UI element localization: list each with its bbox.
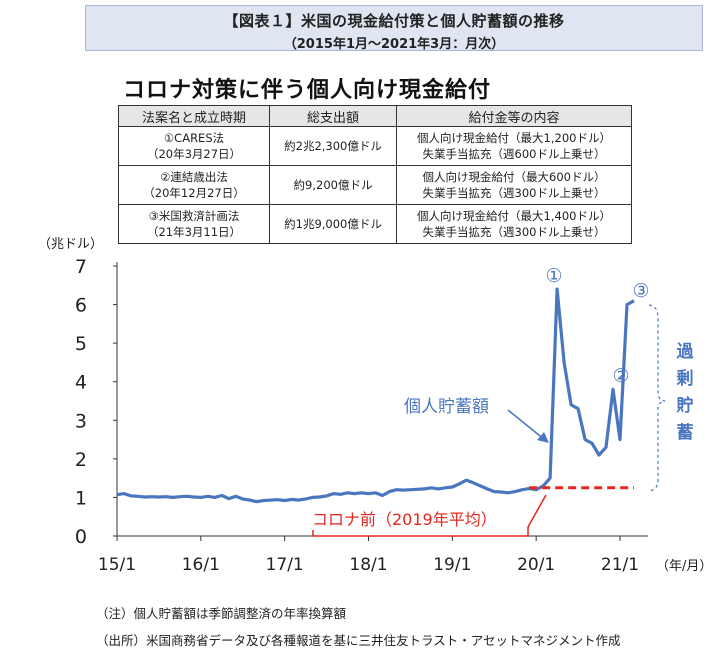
excess-savings-brace xyxy=(648,304,666,492)
law-cell: ②連結歳出法 （20年12月27日） xyxy=(118,165,270,205)
column-header: 法案名と成立時期 xyxy=(118,105,270,127)
brace-label-char: 貯 xyxy=(677,395,694,416)
y-tick-label: 7 xyxy=(75,256,87,278)
footnote-note: （注）個人貯蓄額は季節調整済の年率換算額 xyxy=(96,606,347,621)
reference-label: コロナ前（2019年平均） xyxy=(312,510,497,529)
detail-line: 個人向け現金給付（最大1,200ドル） xyxy=(417,131,611,145)
brace-label-char: 蓄 xyxy=(677,422,694,443)
y-tick-label: 3 xyxy=(75,410,87,432)
y-axis-label: （兆ドル） xyxy=(38,237,103,252)
x-tick-label: 17/1 xyxy=(266,555,304,575)
reference-label-bracket xyxy=(312,527,529,537)
series-label: 個人貯蓄額 xyxy=(404,397,489,417)
law-date: （20年3月27日） xyxy=(146,147,242,161)
table-header-row: 法案名と成立時期 総支出額 給付金等の内容 xyxy=(118,105,632,127)
x-tick-label: 21/1 xyxy=(601,555,639,575)
detail-cell: 個人向け現金給付（最大1,400ドル） 失業手当拡充（週300ドル上乗せ） xyxy=(396,204,632,244)
y-tick-label: 5 xyxy=(75,333,87,355)
table-row: ①CARES法 （20年3月27日） 約2兆2,300億ドル 個人向け現金給付（最… xyxy=(118,126,632,166)
law-name: ③米国救済計画法 xyxy=(148,209,240,223)
measures-table: 法案名と成立時期 総支出額 給付金等の内容 ①CARES法 （20年3月27日） … xyxy=(118,105,632,244)
detail-line: 個人向け現金給付（最大1,400ドル） xyxy=(417,209,611,223)
law-cell: ③米国救済計画法 （21年3月11日） xyxy=(118,204,270,244)
detail-cell: 個人向け現金給付（最大600ドル） 失業手当拡充（週300ドル上乗せ） xyxy=(396,165,632,205)
measures-heading: コロナ対策に伴う個人向け現金給付 xyxy=(123,78,492,103)
marker-label: ③ xyxy=(632,280,649,302)
x-tick-label: 15/1 xyxy=(98,555,136,575)
detail-line: 失業手当拡充（週300ドル上乗せ） xyxy=(422,225,606,239)
y-tick-label: 1 xyxy=(75,487,87,509)
footnote-source: （出所）米国商務省データ及び各種報道を基に三井住友トラスト・アセットマネジメント… xyxy=(96,633,621,648)
x-tick-label: 16/1 xyxy=(182,555,220,575)
series-label-arrow-head xyxy=(537,432,549,443)
amount-cell: 約1兆9,000億ドル xyxy=(269,204,397,244)
y-tick-label: 0 xyxy=(75,526,87,548)
table-row: ②連結歳出法 （20年12月27日） 約9,200億ドル 個人向け現金給付（最大6… xyxy=(118,165,632,205)
y-tick-label: 6 xyxy=(75,295,87,317)
series-label-arrow-line xyxy=(507,409,546,441)
column-header: 給付金等の内容 xyxy=(396,105,632,127)
chart-subtitle: （2015年1月～2021年3月：月次） xyxy=(283,37,505,52)
x-tick-label: 20/1 xyxy=(517,555,555,575)
series-line-savings xyxy=(116,287,635,504)
x-axis-label: （年/月） xyxy=(656,559,712,574)
detail-cell: 個人向け現金給付（最大1,200ドル） 失業手当拡充（週600ドル上乗せ） xyxy=(396,126,632,166)
marker-label: ① xyxy=(545,265,562,287)
detail-line: 個人向け現金給付（最大600ドル） xyxy=(422,170,606,184)
law-date: （21年3月11日） xyxy=(146,225,242,239)
table-row: ③米国救済計画法 （21年3月11日） 約1兆9,000億ドル 個人向け現金給付（… xyxy=(118,204,632,244)
law-date: （20年12月27日） xyxy=(143,186,245,200)
law-name: ①CARES法 xyxy=(163,131,225,145)
brace-label-char: 剰 xyxy=(676,369,694,389)
law-name: ②連結歳出法 xyxy=(160,170,228,184)
x-tick-label: 19/1 xyxy=(433,555,471,575)
column-header: 総支出額 xyxy=(269,105,397,127)
y-tick-label: 2 xyxy=(75,449,87,471)
brace-label-char: 過 xyxy=(677,342,695,362)
detail-line: 失業手当拡充（週300ドル上乗せ） xyxy=(422,186,606,200)
y-tick-label: 4 xyxy=(75,372,87,394)
x-tick-label: 18/1 xyxy=(349,555,387,575)
marker-label: ② xyxy=(612,365,629,387)
title-box: 【図表１】米国の現金給付策と個人貯蓄額の推移 （2015年1月～2021年3月：… xyxy=(85,5,703,52)
reference-label-connector xyxy=(527,494,547,528)
detail-line: 失業手当拡充（週600ドル上乗せ） xyxy=(422,147,606,161)
chart-title: 【図表１】米国の現金給付策と個人貯蓄額の推移 xyxy=(223,12,565,30)
